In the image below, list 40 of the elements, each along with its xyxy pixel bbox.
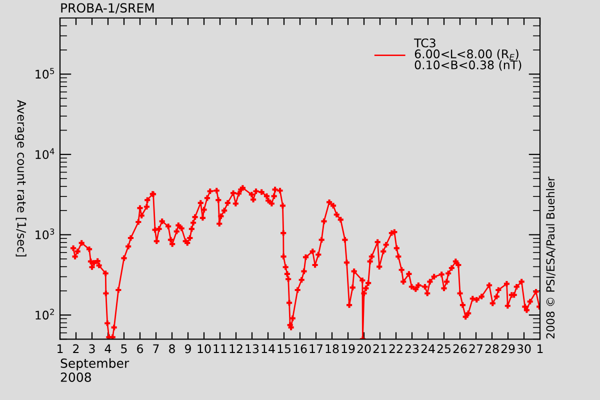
x-tick-label: 18	[326, 344, 339, 354]
x-tick-label: 20	[357, 344, 371, 354]
x-tick-label: 21	[373, 344, 386, 354]
x-tick-label: 23	[405, 344, 419, 354]
x-tick-label: 24	[421, 344, 435, 354]
x-tick-label: 9	[184, 344, 191, 354]
chart-title: PROBA-1/SREM	[61, 3, 154, 14]
x-tick-label: 30	[517, 344, 531, 354]
x-tick-label: 19	[342, 344, 355, 354]
x-tick-label: 5	[121, 344, 127, 354]
y-tick-label: 10$^{5}$	[36, 68, 54, 79]
legend-label: TC3 6.00<L<8.00 (R$_{E}$) 0.10<B<0.38 (nT)	[414, 38, 522, 71]
text: 2008 © PSI/ESA/Paul Buehler	[546, 176, 556, 338]
y-axis-title: Average count rate [1/sec]	[14, 100, 26, 256]
x-tick-label: 12	[230, 344, 242, 354]
x-tick-label: 7	[153, 344, 159, 354]
y-tick-label: 10$^{2}$	[36, 308, 54, 320]
x-axis-title: September 2008	[60, 358, 130, 382]
x-tick-label: 15	[278, 344, 290, 354]
x-tick-label: 26	[453, 344, 467, 354]
x-tick-label: 8	[169, 344, 175, 354]
x-tick-label: 2	[73, 344, 79, 354]
x-tick-label: 10	[198, 344, 211, 354]
x-tick-label: 29	[501, 344, 515, 354]
x-tick-label: 16	[294, 344, 307, 354]
x-tick-label: 11	[214, 344, 226, 354]
x-tick-label: 6	[137, 344, 144, 354]
y-tick-label: 10$^{4}$	[36, 148, 54, 159]
x-tick-label: 1	[58, 344, 63, 354]
x-tick-label: 28	[485, 344, 499, 354]
x-tick-label: 22	[389, 344, 402, 354]
x-tick-label: 25	[437, 344, 450, 354]
y-tick-label: 10$^{3}$	[36, 228, 54, 240]
x-tick-label: 4	[104, 344, 112, 354]
x-tick-label: 27	[469, 344, 482, 354]
x-tick-label: 14	[262, 344, 275, 354]
x-tick-label: 13	[246, 344, 259, 354]
x-tick-label: 1	[538, 344, 543, 354]
x-tick-label: 17	[310, 344, 322, 354]
x-tick-label: 3	[89, 344, 95, 354]
